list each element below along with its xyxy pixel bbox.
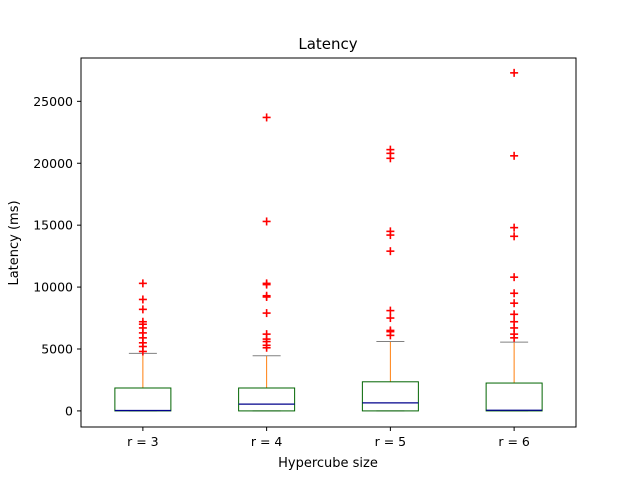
x-tick-label: r = 6 — [498, 434, 530, 449]
y-tick-label: 20000 — [33, 156, 73, 171]
y-tick-label: 5000 — [41, 341, 73, 356]
outlier-point — [138, 295, 147, 304]
y-tick-label: 0 — [65, 403, 73, 418]
x-axis-label: Hypercube size — [278, 456, 378, 471]
outlier-point — [262, 309, 271, 318]
outlier-point — [262, 291, 271, 300]
outlier-point — [386, 326, 395, 335]
box-iqr — [361, 381, 419, 412]
outlier-point — [510, 273, 519, 282]
x-tick-label: r = 4 — [251, 434, 283, 449]
y-tick-label: 25000 — [33, 94, 73, 109]
outlier-point — [138, 279, 147, 288]
outlier-point — [386, 227, 395, 236]
outlier-point — [262, 113, 271, 122]
y-tick-label: 10000 — [33, 280, 73, 295]
box-iqr — [485, 382, 543, 412]
x-tick-label: r = 5 — [375, 434, 407, 449]
y-tick-label: 15000 — [33, 218, 73, 233]
outlier-point — [386, 145, 395, 154]
outlier-point — [386, 306, 395, 315]
outlier-point — [386, 314, 395, 323]
box-iqr — [238, 387, 296, 412]
outlier-point — [510, 68, 519, 77]
outlier-point — [138, 305, 147, 314]
y-axis-label: Latency (ms) — [7, 200, 22, 285]
plot-frame — [80, 57, 577, 428]
plot-area: 0 5000 10000 15000 20000 25000 r = 3 r = 4 r = 5… — [33, 57, 577, 449]
outlier-point — [510, 317, 519, 326]
outlier-point — [510, 289, 519, 298]
outlier-point — [262, 330, 271, 339]
outlier-point — [510, 232, 519, 241]
outlier-point — [510, 310, 519, 319]
outlier-point — [262, 217, 271, 226]
outlier-point — [386, 247, 395, 256]
outlier-point — [510, 151, 519, 160]
outlier-point — [262, 279, 271, 288]
outlier-point — [510, 299, 519, 308]
x-tick-label: r = 3 — [127, 434, 159, 449]
chart-title: Latency — [298, 35, 357, 53]
outlier-point — [510, 223, 519, 232]
outlier-point — [138, 317, 147, 326]
